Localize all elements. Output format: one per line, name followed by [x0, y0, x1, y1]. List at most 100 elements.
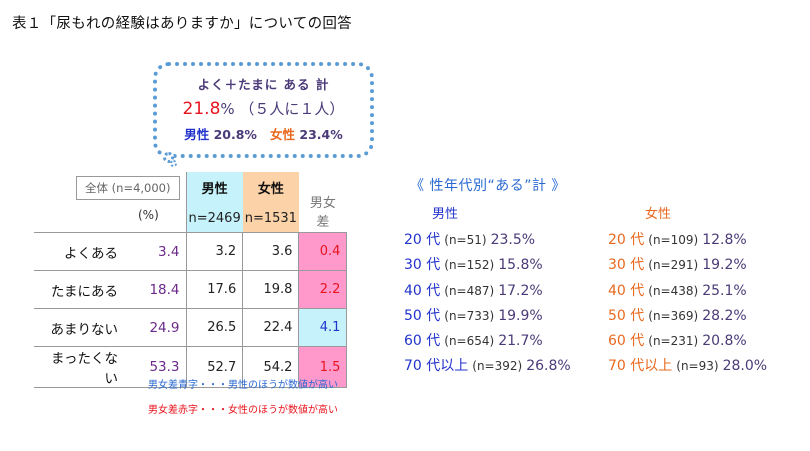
sample-size: (n=109) — [648, 233, 699, 247]
row-total: 18.4 — [124, 270, 187, 309]
table-header-row: 全体 (n=4,000) 男性 n=2469 女性 n=1531 男女差 — [34, 172, 347, 233]
age-percent: 15.8% — [498, 257, 543, 274]
table-row: あまりない 24.9 26.5 22.4 4.1 — [34, 308, 348, 347]
list-item: 50 代 (n=733) 19.9% — [404, 305, 571, 330]
list-item: 70 代以上 (n=392) 26.8% — [404, 355, 571, 380]
bubble-male-percent: 20.8% — [213, 127, 257, 142]
bubble-male-label: 男性 — [184, 127, 210, 142]
row-female: 54.2 — [242, 346, 300, 388]
male-column-label: 男性 — [432, 207, 459, 222]
bubble-main-value: 21.8% （５人に１人） — [157, 98, 370, 119]
row-total: 3.4 — [124, 232, 187, 271]
list-item: 70 代以上 (n=93) 28.0% — [608, 355, 767, 380]
list-item: 60 代 (n=654) 21.7% — [404, 330, 571, 355]
age-label: 60 代 — [608, 333, 645, 350]
bubble-heading: よく＋たまに ある 計 — [197, 77, 330, 92]
age-percent: 19.2% — [702, 257, 747, 274]
age-percent: 25.1% — [702, 282, 747, 299]
age-label: 30 代 — [608, 257, 645, 274]
male-header-label: 男性 — [201, 182, 228, 197]
age-percent: 28.2% — [702, 307, 747, 324]
row-label: あまりない — [34, 308, 124, 347]
bubble-female-percent: 23.4% — [299, 127, 343, 142]
age-percent: 12.8% — [702, 232, 747, 248]
table-row: たまにある 18.4 17.6 19.8 2.2 — [34, 270, 348, 309]
bubble-tail-dot — [163, 152, 174, 163]
age-label: 20 代 — [404, 232, 441, 248]
list-item: 50 代 (n=369) 28.2% — [608, 305, 767, 330]
list-item: 30 代 (n=152) 15.8% — [404, 254, 571, 279]
age-label: 50 代 — [404, 307, 441, 324]
row-diff: 1.5 — [298, 346, 348, 388]
unit-label: (%) — [138, 208, 159, 222]
table-row: よくある 3.4 3.2 3.6 0.4 — [34, 232, 348, 271]
list-item: 20 代 (n=51) 23.5% — [404, 229, 571, 254]
diff-column-header: 男女差 — [298, 172, 347, 233]
all-sample-label: 全体 (n=4,000) — [76, 176, 180, 200]
sample-size: (n=487) — [444, 283, 495, 298]
age-label: 40 代 — [404, 282, 441, 299]
female-sample-size: n=1531 — [244, 211, 297, 226]
sample-size: (n=291) — [648, 258, 699, 273]
list-item: 40 代 (n=487) 17.2% — [404, 280, 571, 305]
list-item: 60 代 (n=231) 20.8% — [608, 330, 767, 355]
bubble-ratio-text: % （５人に１人） — [220, 100, 345, 118]
sample-size: (n=733) — [444, 308, 495, 323]
sample-size: (n=93) — [676, 359, 719, 374]
row-male: 26.5 — [186, 308, 244, 347]
row-diff: 2.2 — [298, 270, 348, 309]
female-column-label: 女性 — [645, 207, 672, 222]
list-item: 20 代 (n=109) 12.8% — [608, 229, 767, 254]
sample-size: (n=438) — [648, 283, 699, 298]
row-total: 53.3 — [124, 346, 187, 388]
age-label: 30 代 — [404, 257, 441, 274]
table-header-all: 全体 (n=4,000) — [34, 172, 187, 233]
results-table: 全体 (n=4,000) 男性 n=2469 女性 n=1531 男女差 よくあ… — [34, 172, 348, 388]
row-label: まったくない — [34, 346, 124, 388]
age-label: 50 代 — [608, 307, 645, 324]
age-percent: 20.8% — [702, 333, 747, 350]
age-percent: 26.8% — [526, 358, 571, 375]
age-percent: 17.2% — [498, 282, 543, 299]
female-column-header: 女性 n=1531 — [242, 172, 299, 233]
female-age-list: 20 代 (n=109) 12.8% 30 代 (n=291) 19.2% 40 代 (n… — [608, 229, 767, 381]
row-diff: 0.4 — [298, 232, 348, 271]
row-label: たまにある — [34, 270, 124, 309]
row-total: 24.9 — [124, 308, 187, 347]
page-title: 表１「尿もれの経験はありますか」についての回答 — [12, 16, 352, 32]
age-percent: 28.0% — [722, 358, 768, 375]
age-label: 60 代 — [404, 333, 441, 350]
age-label: 70 代以上 — [608, 358, 673, 375]
age-percent: 19.9% — [498, 307, 543, 324]
age-percent: 23.5% — [490, 232, 536, 248]
sample-size: (n=152) — [444, 258, 495, 273]
bubble-female-label: 女性 — [270, 127, 296, 142]
row-female: 3.6 — [242, 232, 300, 271]
bubble-tail-dot-small — [170, 160, 177, 167]
age-section-title: 《 性年代別“ある”計 》 — [410, 178, 566, 194]
list-item: 30 代 (n=291) 19.2% — [608, 254, 767, 279]
sample-size: (n=369) — [648, 308, 699, 323]
note-red-meaning: 男女差赤字・・・女性のほうが数値が高い — [148, 405, 338, 416]
bubble-big-percent: 21.8 — [182, 99, 221, 119]
age-percent: 21.7% — [498, 333, 543, 350]
age-label: 20 代 — [608, 232, 645, 248]
male-sample-size: n=2469 — [188, 211, 241, 226]
row-female: 19.8 — [242, 270, 300, 309]
note-blue-meaning: 男女差青字・・・男性のほうが数値が高い — [148, 380, 338, 391]
age-label: 70 代以上 — [404, 358, 469, 375]
sample-size: (n=392) — [472, 359, 523, 374]
list-item: 40 代 (n=438) 25.1% — [608, 280, 767, 305]
sample-size: (n=51) — [444, 233, 487, 247]
male-column-header: 男性 n=2469 — [186, 172, 243, 233]
male-age-list: 20 代 (n=51) 23.5% 30 代 (n=152) 15.8% 40 代 (n=… — [404, 229, 571, 381]
row-female: 22.4 — [242, 308, 300, 347]
row-diff: 4.1 — [298, 308, 348, 347]
summary-bubble: よく＋たまに ある 計 21.8% （５人に１人） 男性 20.8% 女性 23… — [153, 62, 374, 158]
sample-size: (n=231) — [648, 334, 699, 349]
bubble-gender-breakdown: 男性 20.8% 女性 23.4% — [157, 124, 370, 143]
row-male: 52.7 — [186, 346, 244, 388]
row-male: 3.2 — [186, 232, 244, 271]
row-label: よくある — [34, 232, 124, 271]
row-male: 17.6 — [186, 270, 244, 309]
